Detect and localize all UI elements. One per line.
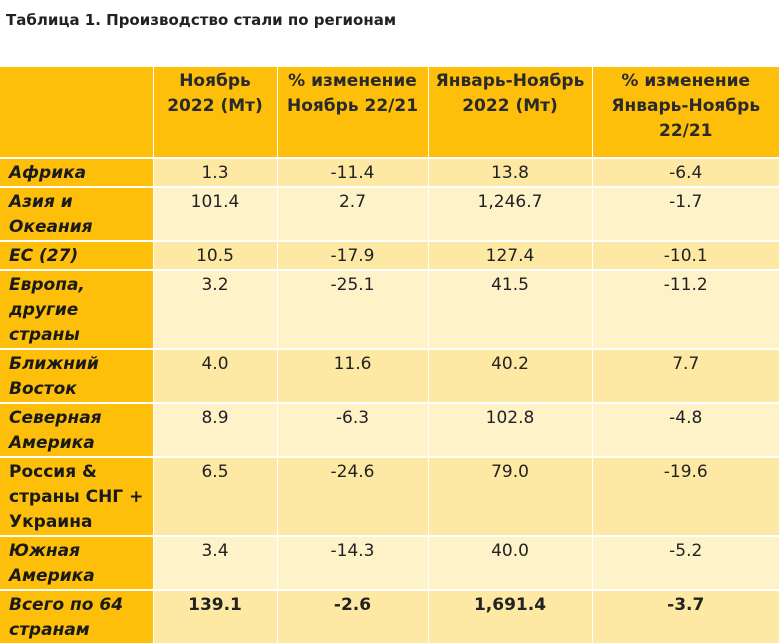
ytd-change-cell: -5.2 [592,535,779,590]
region-cell: Южная Америка [0,535,154,590]
november-cell: 101.4 [153,186,278,241]
total-ytd-cell: 1,691.4 [428,589,593,643]
november-change-cell: 2.7 [277,186,429,241]
header-row: Ноябрь 2022 (Мт) % изменение Ноябрь 22/2… [0,67,779,158]
november-cell: 10.5 [153,240,278,270]
table-row: Европа, другие страны 3.2 -25.1 41.5 -11… [0,269,779,349]
region-cell: Ближний Восток [0,348,154,403]
ytd-change-cell: -1.7 [592,186,779,241]
november-change-cell: -17.9 [277,240,429,270]
region-cell: Африка [0,157,154,187]
november-cell: 1.3 [153,157,278,187]
november-change-cell: 11.6 [277,348,429,403]
header-ytd-change: % изменение Январь-Ноябрь 22/21 [592,67,779,158]
ytd-cell: 1,246.7 [428,186,593,241]
table-row: Россия & страны СНГ + Украина 6.5 -24.6 … [0,456,779,536]
november-change-cell: -6.3 [277,402,429,457]
region-cell: Европа, другие страны [0,269,154,349]
region-cell: Россия & страны СНГ + Украина [0,456,154,536]
ytd-cell: 41.5 [428,269,593,349]
november-change-cell: -14.3 [277,535,429,590]
table-row: ЕС (27) 10.5 -17.9 127.4 -10.1 [0,240,779,270]
total-ytd-change-cell: -3.7 [592,589,779,643]
table-row: Африка 1.3 -11.4 13.8 -6.4 [0,157,779,187]
november-change-cell: -24.6 [277,456,429,536]
region-cell: ЕС (27) [0,240,154,270]
header-region [0,67,154,158]
ytd-cell: 13.8 [428,157,593,187]
table-row: Северная Америка 8.9 -6.3 102.8 -4.8 [0,402,779,457]
total-label-cell: Всего по 64 странам [0,589,154,643]
ytd-change-cell: -11.2 [592,269,779,349]
ytd-cell: 127.4 [428,240,593,270]
november-cell: 8.9 [153,402,278,457]
header-november: Ноябрь 2022 (Мт) [153,67,278,158]
table-row: Ближний Восток 4.0 11.6 40.2 7.7 [0,348,779,403]
steel-production-table: Ноябрь 2022 (Мт) % изменение Ноябрь 22/2… [0,67,779,643]
november-change-cell: -25.1 [277,269,429,349]
region-cell: Азия и Океания [0,186,154,241]
ytd-cell: 79.0 [428,456,593,536]
ytd-change-cell: -4.8 [592,402,779,457]
table-row: Азия и Океания 101.4 2.7 1,246.7 -1.7 [0,186,779,241]
total-november-change-cell: -2.6 [277,589,429,643]
ytd-change-cell: 7.7 [592,348,779,403]
november-change-cell: -11.4 [277,157,429,187]
ytd-change-cell: -19.6 [592,456,779,536]
november-cell: 3.2 [153,269,278,349]
region-cell: Северная Америка [0,402,154,457]
total-november-cell: 139.1 [153,589,278,643]
november-cell: 6.5 [153,456,278,536]
november-cell: 3.4 [153,535,278,590]
total-row: Всего по 64 странам 139.1 -2.6 1,691.4 -… [0,589,779,643]
ytd-cell: 40.2 [428,348,593,403]
table-title: Таблица 1. Производство стали по региона… [6,11,397,29]
ytd-cell: 102.8 [428,402,593,457]
header-ytd: Январь-Ноябрь 2022 (Мт) [428,67,593,158]
table-row: Южная Америка 3.4 -14.3 40.0 -5.2 [0,535,779,590]
ytd-change-cell: -10.1 [592,240,779,270]
ytd-cell: 40.0 [428,535,593,590]
november-cell: 4.0 [153,348,278,403]
header-november-change: % изменение Ноябрь 22/21 [277,67,429,158]
ytd-change-cell: -6.4 [592,157,779,187]
